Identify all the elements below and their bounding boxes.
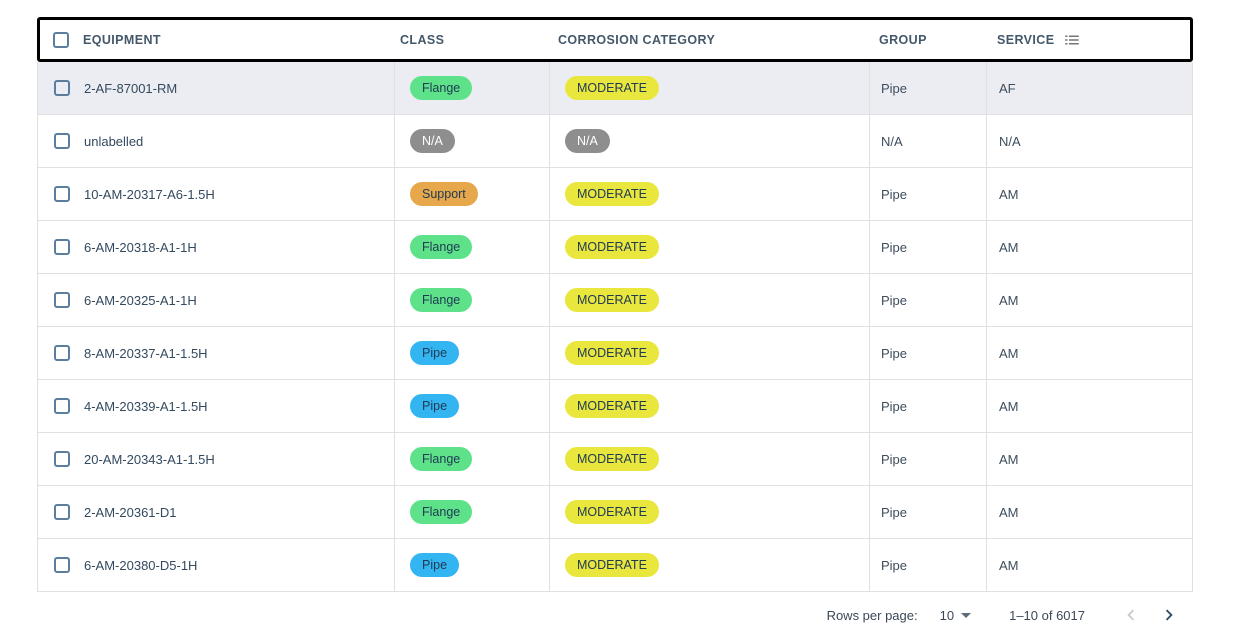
table-row[interactable]: 2-AM-20361-D1 Flange MODERATE Pipe AM — [37, 486, 1193, 539]
row-checkbox[interactable] — [54, 186, 70, 202]
list-icon[interactable] — [1063, 31, 1081, 49]
service-value: AM — [999, 186, 1019, 202]
group-value: Pipe — [881, 557, 908, 573]
service-value: AM — [999, 504, 1019, 520]
service-value: AM — [999, 292, 1019, 308]
equipment-label: unlabelled — [84, 133, 144, 149]
equipment-label: 2-AM-20361-D1 — [84, 504, 177, 520]
table-row[interactable]: 8-AM-20337-A1-1.5H Pipe MODERATE Pipe AM — [37, 327, 1193, 380]
equipment-table: EQUIPMENT CLASS CORROSION CATEGORY GROUP… — [37, 17, 1193, 632]
equipment-label: 6-AM-20380-D5-1H — [84, 557, 198, 573]
chevron-left-icon — [1127, 609, 1135, 621]
table-row[interactable]: 6-AM-20380-D5-1H Pipe MODERATE Pipe AM — [37, 539, 1193, 592]
chevron-right-icon — [1165, 609, 1173, 621]
column-header-class-label: CLASS — [400, 32, 445, 47]
corrosion-category-badge: MODERATE — [565, 287, 659, 313]
class-badge: Pipe — [410, 552, 460, 578]
class-badge: Flange — [410, 446, 473, 472]
corrosion-category-badge: MODERATE — [565, 499, 659, 525]
class-badge: Flange — [410, 287, 473, 313]
group-value: N/A — [881, 133, 903, 149]
corrosion-category-badge: MODERATE — [565, 181, 659, 207]
corrosion-category-badge: MODERATE — [565, 552, 659, 578]
corrosion-category-badge: MODERATE — [565, 340, 659, 366]
column-header-equipment-label: EQUIPMENT — [83, 32, 161, 47]
group-value: Pipe — [881, 239, 908, 255]
table-body: 2-AF-87001-RM Flange MODERATE Pipe AF un… — [37, 62, 1193, 592]
row-checkbox[interactable] — [54, 398, 70, 414]
column-header-equipment[interactable]: EQUIPMENT — [40, 31, 393, 48]
table-row[interactable]: 2-AF-87001-RM Flange MODERATE Pipe AF — [37, 62, 1193, 115]
service-value: AM — [999, 398, 1019, 414]
corrosion-category-badge: MODERATE — [565, 393, 659, 419]
service-value: AM — [999, 345, 1019, 361]
row-checkbox[interactable] — [54, 80, 70, 96]
class-badge: Flange — [410, 75, 473, 101]
group-value: Pipe — [881, 345, 908, 361]
column-header-group[interactable]: GROUP — [868, 33, 985, 47]
table-row[interactable]: 20-AM-20343-A1-1.5H Flange MODERATE Pipe… — [37, 433, 1193, 486]
rows-per-page-label: Rows per page: — [826, 607, 918, 623]
row-checkbox[interactable] — [54, 292, 70, 308]
row-checkbox[interactable] — [54, 239, 70, 255]
next-page-button[interactable] — [1155, 601, 1183, 629]
table-row[interactable]: 6-AM-20325-A1-1H Flange MODERATE Pipe AM — [37, 274, 1193, 327]
corrosion-category-badge: N/A — [565, 128, 610, 154]
corrosion-category-badge: MODERATE — [565, 234, 659, 260]
group-value: Pipe — [881, 80, 908, 96]
class-badge: Pipe — [410, 340, 460, 366]
table-row[interactable]: 4-AM-20339-A1-1.5H Pipe MODERATE Pipe AM — [37, 380, 1193, 433]
column-header-class[interactable]: CLASS — [393, 33, 548, 47]
column-header-corrosion-label: CORROSION CATEGORY — [558, 32, 716, 47]
group-value: Pipe — [881, 186, 908, 202]
group-value: Pipe — [881, 451, 908, 467]
service-value: AF — [999, 80, 1016, 96]
table-row[interactable]: unlabelled N/A N/A N/A N/A — [37, 115, 1193, 168]
column-header-service[interactable]: SERVICE — [985, 31, 1190, 49]
caret-down-icon — [961, 612, 972, 618]
table-header-row: EQUIPMENT CLASS CORROSION CATEGORY GROUP… — [37, 17, 1193, 62]
pagination-bar: Rows per page: 10 1–10 of 6017 — [37, 598, 1193, 632]
equipment-label: 4-AM-20339-A1-1.5H — [84, 398, 208, 414]
rows-per-page-value: 10 — [939, 607, 955, 623]
equipment-label: 10-AM-20317-A6-1.5H — [84, 186, 215, 202]
equipment-label: 6-AM-20325-A1-1H — [84, 292, 197, 308]
rows-per-page-select[interactable]: 10 — [939, 607, 972, 623]
service-value: AM — [999, 451, 1019, 467]
pagination-range-label: 1–10 of 6017 — [1009, 607, 1085, 623]
service-value: AM — [999, 239, 1019, 255]
group-value: Pipe — [881, 292, 908, 308]
table-row[interactable]: 10-AM-20317-A6-1.5H Support MODERATE Pip… — [37, 168, 1193, 221]
equipment-label: 6-AM-20318-A1-1H — [84, 239, 197, 255]
class-badge: Flange — [410, 234, 473, 260]
equipment-label: 20-AM-20343-A1-1.5H — [84, 451, 215, 467]
group-value: Pipe — [881, 504, 908, 520]
select-all-checkbox[interactable] — [53, 31, 69, 48]
column-header-service-label: SERVICE — [997, 32, 1055, 47]
group-value: Pipe — [881, 398, 908, 414]
class-badge: N/A — [410, 128, 455, 154]
class-badge: Pipe — [410, 393, 460, 419]
previous-page-button[interactable] — [1117, 601, 1145, 629]
column-header-group-label: GROUP — [879, 32, 927, 47]
row-checkbox[interactable] — [54, 133, 70, 149]
table-row[interactable]: 6-AM-20318-A1-1H Flange MODERATE Pipe AM — [37, 221, 1193, 274]
equipment-label: 2-AF-87001-RM — [84, 80, 178, 96]
class-badge: Flange — [410, 499, 473, 525]
column-header-corrosion-category[interactable]: CORROSION CATEGORY — [548, 33, 868, 47]
service-value: AM — [999, 557, 1019, 573]
class-badge: Support — [410, 181, 478, 207]
row-checkbox[interactable] — [54, 451, 70, 467]
equipment-label: 8-AM-20337-A1-1.5H — [84, 345, 208, 361]
row-checkbox[interactable] — [54, 345, 70, 361]
service-value: N/A — [999, 133, 1021, 149]
corrosion-category-badge: MODERATE — [565, 446, 659, 472]
row-checkbox[interactable] — [54, 504, 70, 520]
row-checkbox[interactable] — [54, 557, 70, 573]
corrosion-category-badge: MODERATE — [565, 75, 659, 101]
